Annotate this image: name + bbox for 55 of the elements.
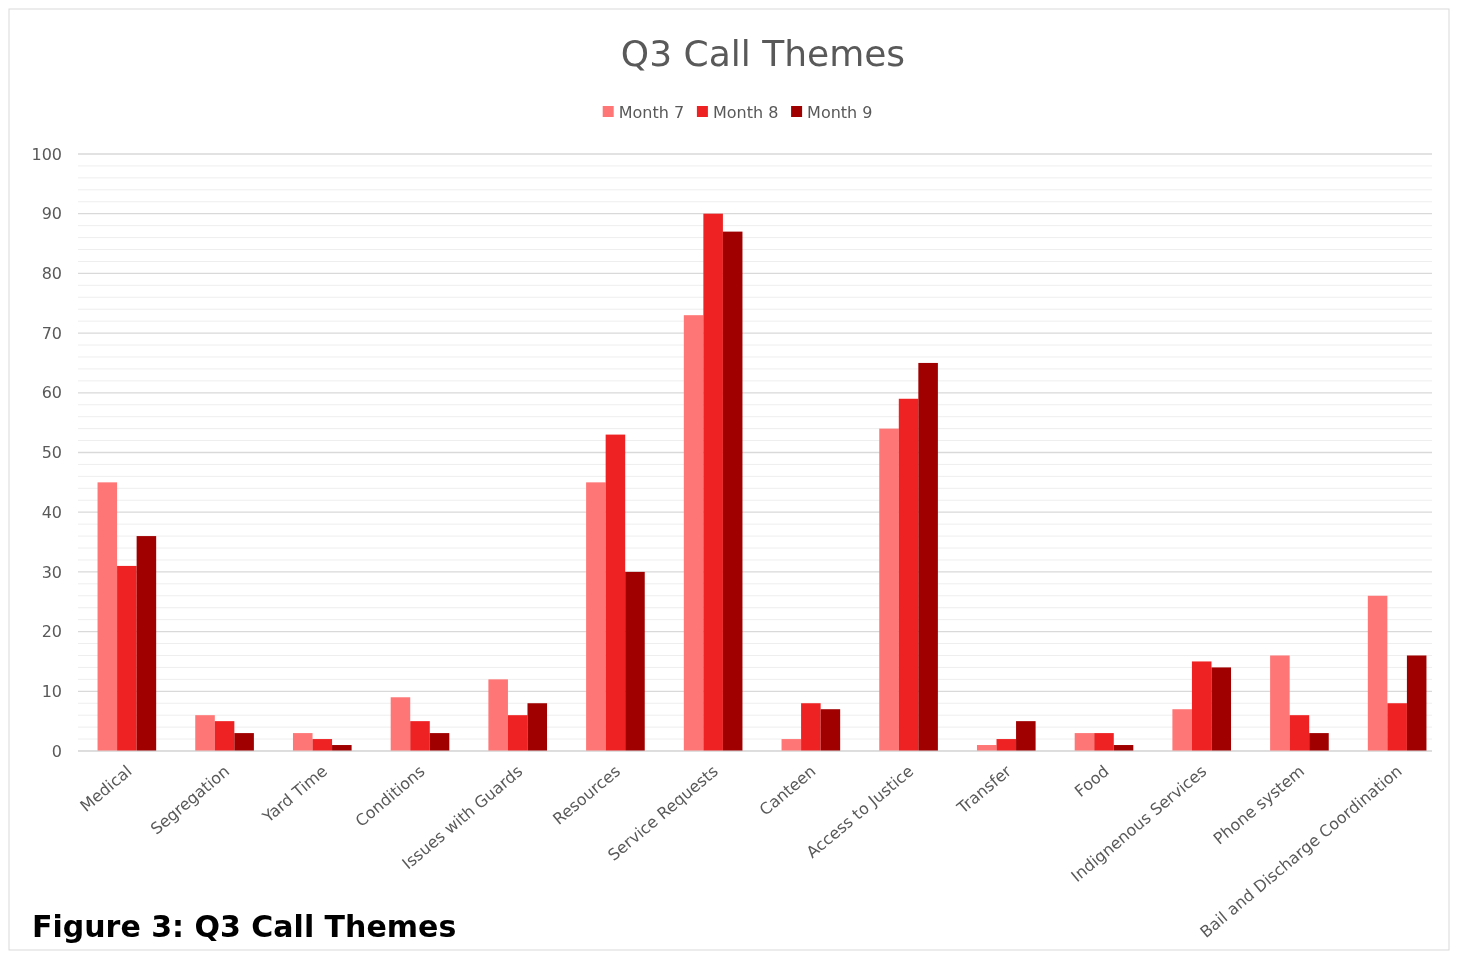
bar (1211, 667, 1232, 751)
bar (1406, 655, 1427, 751)
bar (781, 739, 802, 751)
bar (97, 482, 118, 751)
bar (234, 733, 254, 751)
bar (1016, 721, 1036, 751)
bar (292, 733, 313, 751)
y-tick-label: 70 (41, 323, 62, 343)
y-tick-label: 40 (41, 502, 62, 522)
bar (996, 739, 1017, 751)
y-tick-label: 0 (51, 741, 62, 761)
bar (1309, 733, 1329, 751)
bar (136, 536, 157, 751)
legend-label: Month 7 (618, 102, 685, 122)
bar (625, 571, 645, 751)
bar (1172, 709, 1192, 751)
bar (312, 739, 333, 751)
chart-title: Q3 Call Themes (620, 33, 906, 74)
bar (195, 715, 215, 751)
bar (214, 721, 235, 751)
y-tick-label: 80 (41, 264, 62, 283)
bar (683, 315, 704, 751)
bar (820, 709, 841, 751)
y-tick-label: 100 (31, 144, 62, 164)
y-tick-label: 90 (41, 204, 62, 224)
bar (722, 231, 743, 751)
bar (586, 482, 606, 751)
y-tick-label: 10 (41, 681, 62, 701)
bar (801, 703, 821, 751)
bar (1289, 715, 1310, 751)
bar (1270, 655, 1290, 751)
bar (898, 398, 919, 751)
legend-label: Month 8 (712, 102, 779, 122)
bar (918, 362, 938, 751)
y-tick-label: 60 (41, 383, 62, 403)
y-tick-label: 50 (41, 443, 62, 463)
bar (1191, 661, 1212, 751)
bar (507, 715, 528, 751)
bar (1367, 595, 1388, 751)
bar (879, 428, 899, 751)
bar (527, 703, 548, 751)
bar (703, 213, 723, 751)
bar (605, 434, 626, 751)
bar (1074, 733, 1095, 751)
bar (390, 697, 411, 751)
caption: Figure 3: Q3 Call Themes (32, 909, 457, 944)
bar (488, 679, 508, 751)
bar (1094, 733, 1114, 751)
bar (410, 721, 430, 751)
legend-label: Month 9 (807, 102, 873, 122)
y-tick-label: 20 (41, 622, 62, 642)
bar (1387, 703, 1407, 751)
y-tick-label: 30 (41, 562, 62, 582)
bar (429, 733, 450, 751)
bar (117, 565, 137, 751)
